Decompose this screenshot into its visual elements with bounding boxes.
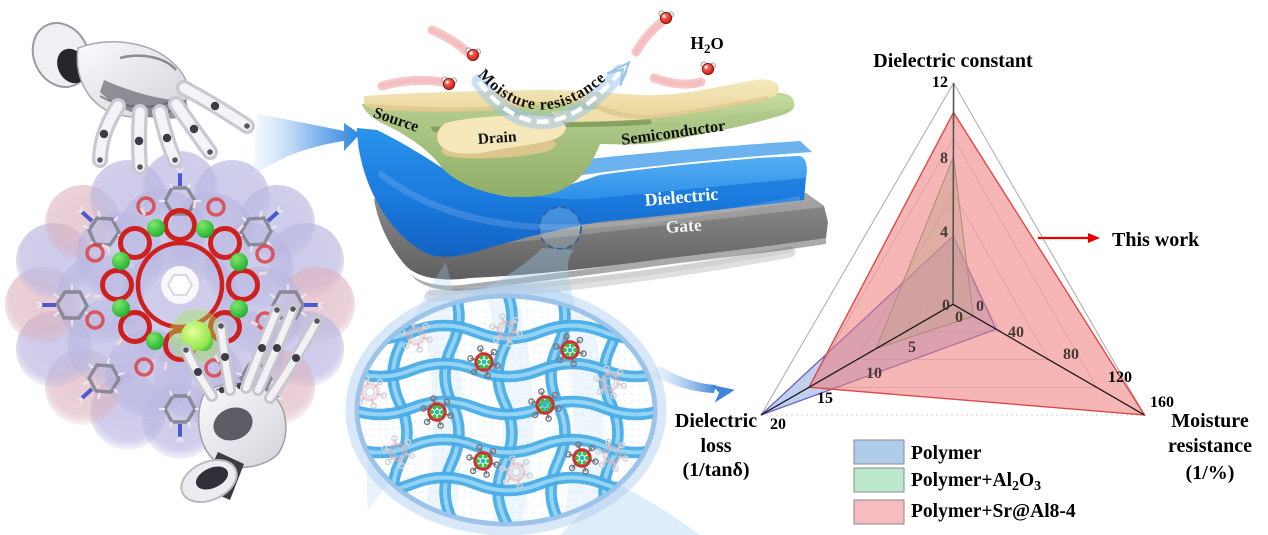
svg-text:Polymer: Polymer — [911, 443, 982, 464]
svg-text:resistance: resistance — [1168, 435, 1252, 457]
svg-text:40: 40 — [1008, 324, 1024, 341]
svg-text:0: 0 — [955, 309, 963, 326]
svg-text:4: 4 — [940, 224, 948, 241]
svg-text:This work: This work — [1112, 229, 1200, 251]
svg-text:(1/tanδ): (1/tanδ) — [682, 459, 749, 481]
svg-text:8: 8 — [940, 150, 948, 167]
svg-text:0: 0 — [976, 298, 984, 315]
svg-text:12: 12 — [932, 74, 948, 91]
svg-text:Dielectric constant: Dielectric constant — [873, 50, 1033, 72]
svg-text:H2O: H2O — [690, 33, 723, 56]
svg-text:Dielectric: Dielectric — [675, 410, 757, 432]
svg-text:(1/%): (1/%) — [1186, 462, 1235, 484]
svg-text:5: 5 — [908, 339, 916, 356]
svg-text:15: 15 — [817, 390, 833, 407]
svg-text:Moisture: Moisture — [1171, 410, 1249, 432]
svg-text:Gate: Gate — [665, 215, 702, 237]
svg-text:Polymer+Al2O3: Polymer+Al2O3 — [911, 470, 1041, 494]
svg-text:80: 80 — [1063, 346, 1079, 363]
svg-text:10: 10 — [866, 365, 882, 382]
svg-text:20: 20 — [770, 416, 786, 433]
svg-text:0: 0 — [942, 297, 950, 314]
svg-text:160: 160 — [1150, 394, 1174, 411]
svg-text:Polymer+Sr@Al8-4: Polymer+Sr@Al8-4 — [911, 501, 1076, 522]
svg-text:Drain: Drain — [477, 128, 517, 148]
svg-text:loss: loss — [700, 435, 731, 457]
svg-text:120: 120 — [1108, 369, 1132, 386]
